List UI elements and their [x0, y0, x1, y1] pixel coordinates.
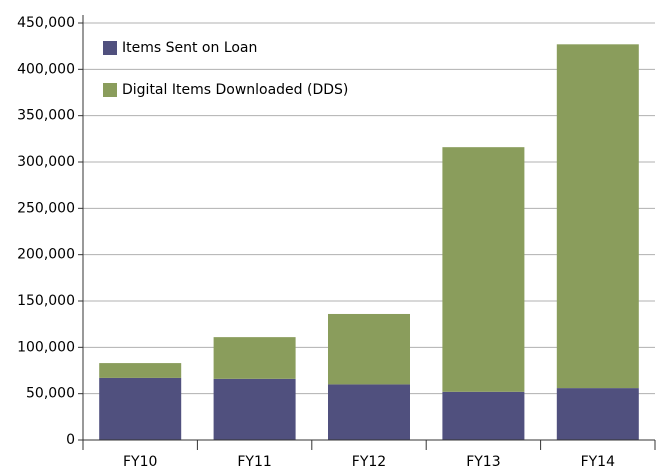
y-tick-label: 250,000 — [17, 200, 75, 216]
x-tick-label: FY12 — [352, 454, 386, 470]
legend-swatch — [103, 41, 117, 55]
y-tick-label: 0 — [66, 432, 75, 448]
y-tick-label: 300,000 — [17, 154, 75, 170]
bar-segment — [556, 388, 639, 440]
bar-segment — [442, 391, 525, 440]
y-tick-label: 50,000 — [26, 386, 75, 402]
bar-segment — [442, 147, 525, 392]
y-tick-label: 150,000 — [17, 293, 75, 309]
bar-segment — [213, 337, 296, 379]
x-tick-label: FY13 — [466, 454, 500, 470]
bar-segment — [328, 384, 410, 440]
y-tick-label: 200,000 — [17, 247, 75, 263]
x-tick-label: FY11 — [237, 454, 271, 470]
y-tick-label: 350,000 — [17, 108, 75, 124]
bar-segment — [213, 378, 296, 440]
x-tick-label: FY10 — [123, 454, 157, 470]
y-tick-label: 100,000 — [17, 339, 75, 355]
legend-swatch — [103, 83, 117, 97]
bar-segment — [328, 313, 410, 385]
y-tick-label: 400,000 — [17, 61, 75, 77]
bar-segment — [99, 377, 182, 440]
legend-label: Digital Items Downloaded (DDS) — [122, 82, 348, 98]
legend-label: Items Sent on Loan — [122, 40, 257, 56]
bar-segment — [556, 44, 639, 389]
bar-segment — [99, 363, 182, 378]
y-tick-label: 450,000 — [17, 15, 75, 31]
x-tick-label: FY14 — [581, 454, 616, 470]
